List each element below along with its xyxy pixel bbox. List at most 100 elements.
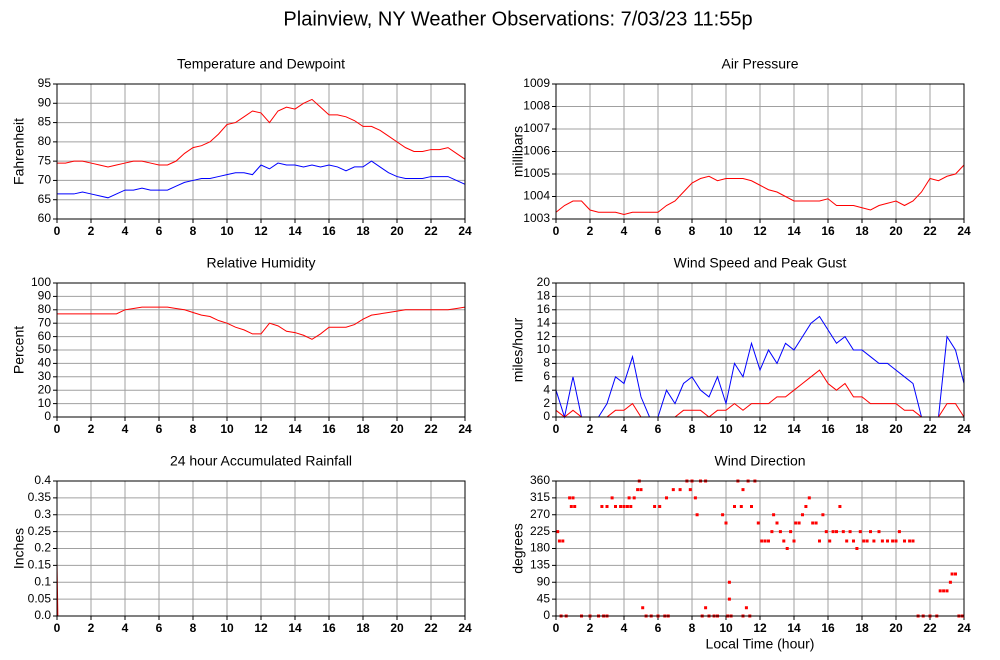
y-tick-label: 14 xyxy=(537,315,551,329)
x-tick-label: 8 xyxy=(190,224,197,238)
y-tick-label: 2 xyxy=(543,396,550,410)
y-tick-label: 0.0 xyxy=(34,608,51,622)
x-tick-label: 2 xyxy=(587,422,594,436)
x-tick-label: 4 xyxy=(621,422,628,436)
data-point xyxy=(744,606,748,610)
data-point xyxy=(770,530,774,534)
data-point xyxy=(797,521,801,525)
data-point xyxy=(763,539,767,543)
x-tick-label: 4 xyxy=(122,422,129,436)
panel-title: Wind Direction xyxy=(714,453,805,469)
panel-title: Wind Speed and Peak Gust xyxy=(674,255,847,271)
x-tick-label: 12 xyxy=(753,224,767,238)
x-tick-label: 0 xyxy=(54,621,61,635)
x-tick-label: 20 xyxy=(390,224,404,238)
data-point xyxy=(641,606,645,610)
y-tick-label: 360 xyxy=(530,473,550,487)
data-point xyxy=(848,530,852,534)
data-point xyxy=(571,496,575,500)
data-point xyxy=(704,606,708,610)
x-tick-label: 14 xyxy=(288,422,302,436)
y-axis-label: miles/hour xyxy=(510,317,526,382)
y-tick-label: 0.3 xyxy=(34,507,51,521)
x-tick-label: 4 xyxy=(621,621,628,635)
y-tick-label: 16 xyxy=(537,302,551,316)
data-line xyxy=(57,306,466,340)
x-tick-label: 14 xyxy=(288,621,302,635)
y-tick-label: 315 xyxy=(530,490,550,504)
data-point xyxy=(880,539,884,543)
data-point xyxy=(804,505,808,508)
data-point xyxy=(614,505,617,508)
data-point xyxy=(629,505,633,508)
data-point xyxy=(792,539,796,543)
x-tick-label: 12 xyxy=(254,621,268,635)
y-tick-label: 1004 xyxy=(523,189,550,203)
data-point xyxy=(569,505,573,508)
data-point xyxy=(639,488,643,492)
data-point xyxy=(721,513,725,517)
x-tick-label: 20 xyxy=(390,422,404,436)
data-point xyxy=(568,496,572,500)
x-tick-label: 20 xyxy=(390,621,404,635)
y-tick-label: 0.1 xyxy=(34,574,51,588)
data-point xyxy=(903,539,906,543)
x-tick-label: 16 xyxy=(821,224,835,238)
y-tick-label: 30 xyxy=(38,369,52,383)
x-tick-label: 8 xyxy=(190,621,197,635)
data-point xyxy=(938,589,942,593)
x-tick-label: 4 xyxy=(621,224,628,238)
x-tick-label: 24 xyxy=(458,224,472,238)
data-point xyxy=(678,488,682,492)
y-axis-label: Inches xyxy=(11,528,27,569)
data-point xyxy=(877,530,881,534)
y-tick-label: 1008 xyxy=(523,99,550,113)
data-point xyxy=(886,539,889,543)
plot-frame xyxy=(555,83,965,220)
data-point xyxy=(858,530,862,534)
x-tick-label: 18 xyxy=(855,621,869,635)
y-tick-label: 70 xyxy=(38,173,52,187)
x-tick-label: 10 xyxy=(719,621,733,635)
x-tick-label: 12 xyxy=(254,422,268,436)
x-tick-label: 12 xyxy=(753,621,767,635)
x-tick-label: 6 xyxy=(156,422,163,436)
data-point xyxy=(869,530,872,534)
x-tick-label: 10 xyxy=(220,621,234,635)
y-axis-label: degrees xyxy=(510,523,526,574)
data-point xyxy=(610,496,614,500)
x-tick-label: 2 xyxy=(88,224,95,238)
data-line xyxy=(555,315,965,419)
data-point xyxy=(845,539,849,543)
y-tick-label: 0 xyxy=(44,409,51,423)
x-tick-label: 12 xyxy=(254,224,268,238)
data-line xyxy=(555,164,965,216)
x-tick-label: 14 xyxy=(787,621,801,635)
data-point xyxy=(821,513,825,517)
y-tick-label: 50 xyxy=(38,342,52,356)
y-tick-label: 90 xyxy=(38,289,52,303)
data-point xyxy=(625,505,629,508)
y-tick-label: 0.05 xyxy=(28,591,52,605)
x-tick-label: 10 xyxy=(220,224,234,238)
plot-frame xyxy=(555,282,965,418)
data-point xyxy=(950,572,954,576)
panel-title: Air Pressure xyxy=(721,56,798,72)
y-tick-label: 100 xyxy=(31,275,51,289)
y-tick-label: 0 xyxy=(543,409,550,423)
data-point xyxy=(756,521,760,525)
plot-frame xyxy=(555,480,965,617)
data-point xyxy=(739,505,743,508)
main-title: Plainview, NY Weather Observations: 7/03… xyxy=(283,8,752,30)
x-tick-label: 2 xyxy=(587,224,594,238)
x-tick-label: 4 xyxy=(122,621,129,635)
y-tick-label: 1006 xyxy=(523,144,550,158)
data-point xyxy=(838,505,842,508)
plot-frame xyxy=(56,83,466,220)
data-point xyxy=(727,597,731,601)
x-tick-label: 0 xyxy=(54,224,61,238)
data-point xyxy=(865,539,869,543)
x-tick-label: 0 xyxy=(553,224,560,238)
